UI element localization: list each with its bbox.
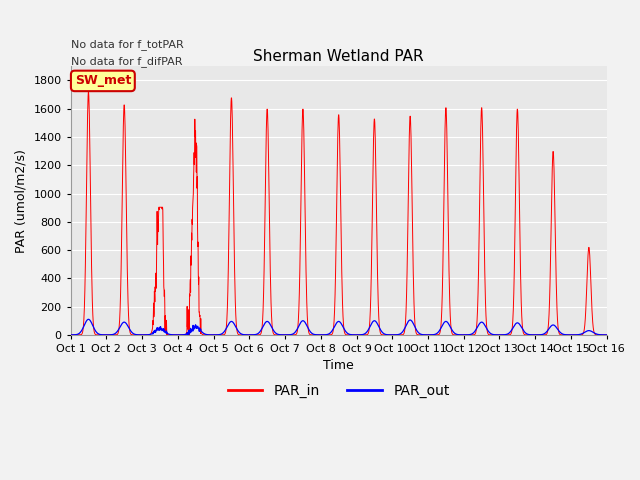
Title: Sherman Wetland PAR: Sherman Wetland PAR	[253, 49, 424, 64]
Y-axis label: PAR (umol/m2/s): PAR (umol/m2/s)	[15, 149, 28, 252]
Text: No data for f_totPAR: No data for f_totPAR	[70, 39, 184, 50]
Text: SW_met: SW_met	[75, 74, 131, 87]
Legend: PAR_in, PAR_out: PAR_in, PAR_out	[222, 378, 455, 403]
X-axis label: Time: Time	[323, 360, 354, 372]
Text: No data for f_difPAR: No data for f_difPAR	[70, 56, 182, 67]
